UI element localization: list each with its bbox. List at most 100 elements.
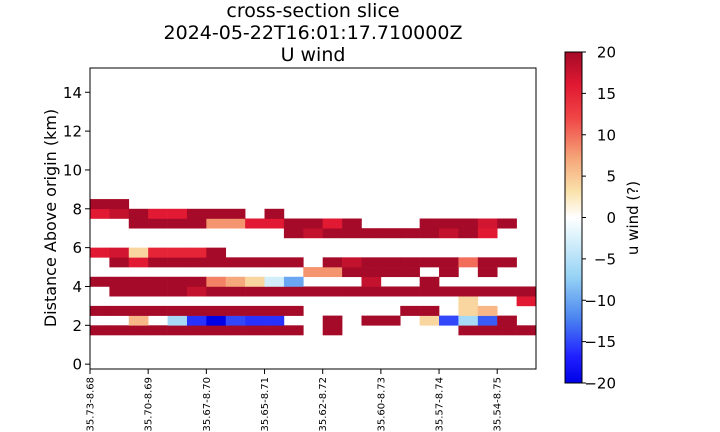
heatmap-cell <box>419 218 440 229</box>
heatmap-cell <box>264 257 285 268</box>
heatmap-cell <box>497 325 517 336</box>
heatmap-cell <box>342 267 362 278</box>
heatmap-cell <box>109 276 130 287</box>
heatmap-cell <box>90 325 110 336</box>
heatmap-cell <box>419 286 440 297</box>
heatmap-cell <box>264 325 285 336</box>
colorbar-tick-label: −10 <box>584 292 616 310</box>
colorbar-tick-label: 20 <box>597 44 616 62</box>
heatmap-cell <box>439 218 459 229</box>
heatmap-cell <box>206 276 227 287</box>
heatmap-cell <box>186 286 207 297</box>
y-tick-label: 8 <box>72 200 82 218</box>
heatmap-cell <box>458 296 479 307</box>
x-tick-label: 35.73-8.68 <box>86 377 97 432</box>
heatmap-cell <box>477 305 498 316</box>
y-tick-label: 4 <box>72 278 82 296</box>
heatmap-cell <box>264 286 285 297</box>
heatmap-cell <box>167 286 188 297</box>
heatmap-cell <box>536 296 556 306</box>
heatmap-cell <box>148 257 168 268</box>
heatmap-cell <box>148 286 168 297</box>
heatmap-cell <box>225 286 246 297</box>
heatmap-cell <box>303 228 323 239</box>
heatmap-cell <box>361 286 382 297</box>
heatmap-cell <box>322 267 343 278</box>
colorbar-tick-label: 0 <box>606 209 616 227</box>
heatmap-cell <box>225 218 246 229</box>
heatmap-cell <box>206 208 227 219</box>
chart-title-line-2: 2024-05-22T16:01:17.710000Z <box>163 22 463 44</box>
heatmap-cell <box>128 257 149 268</box>
heatmap-cell <box>186 305 207 316</box>
heatmap-cell <box>225 257 246 268</box>
heatmap-cell <box>497 315 517 326</box>
heatmap-cell <box>497 218 517 229</box>
heatmap-cell <box>148 325 168 336</box>
colorbar-tick-label: −15 <box>584 333 616 351</box>
heatmap-cell <box>439 315 459 326</box>
colorbar-ticks: −20 −15 −10 −5 0 5 10 15 20 <box>582 44 616 393</box>
heatmap-cell <box>342 257 362 268</box>
heatmap-cell <box>264 208 285 219</box>
heatmap-cell <box>128 276 149 287</box>
colorbar-gradient <box>564 51 583 384</box>
heatmap-cell <box>458 305 479 316</box>
heatmap-cell <box>167 315 188 326</box>
heatmap-cell <box>303 286 323 297</box>
heatmap-cell <box>167 257 188 268</box>
heatmap-cell <box>245 305 265 316</box>
colorbar-tick-label: 10 <box>597 126 616 144</box>
heatmap-cell <box>186 257 207 268</box>
heatmap-cell <box>264 305 285 316</box>
x-axis: 35.73-8.68 35.70-8.69 35.67-8.70 35.65-8.71… <box>86 369 504 432</box>
x-tick-label: 35.70-8.69 <box>144 377 155 432</box>
heatmap-cell <box>245 325 265 336</box>
colorbar-tick-label: 5 <box>606 168 616 186</box>
heatmap-cell <box>148 247 168 258</box>
heatmap-cell <box>361 257 382 268</box>
heatmap-cell <box>322 325 343 336</box>
colorbar-tick-label: 15 <box>597 85 616 103</box>
colorbar-tick-label: −20 <box>584 375 616 393</box>
heatmap-cell <box>458 218 479 229</box>
heatmap-cell <box>264 276 285 287</box>
x-tick-label: 35.57-8.74 <box>435 377 446 432</box>
heatmap-cell <box>245 218 265 229</box>
heatmap-cell <box>90 247 110 258</box>
heatmap-cell <box>186 218 207 229</box>
heatmap-cell <box>186 247 207 258</box>
heatmap-cell <box>167 305 188 316</box>
heatmap-cell <box>109 305 130 316</box>
heatmap-cell <box>516 296 536 307</box>
heatmap-cell <box>225 276 246 287</box>
heatmap-cell <box>148 208 168 219</box>
heatmap-cell <box>477 267 498 278</box>
heatmap-cell <box>400 305 420 316</box>
heatmap-cell <box>458 315 479 326</box>
x-tick-label: 35.67-8.70 <box>202 377 213 432</box>
heatmap-cell <box>283 325 304 336</box>
colorbar: −20 −15 −10 −5 0 5 10 15 20 u wind (?) <box>564 44 642 393</box>
heatmap-cell <box>380 228 401 239</box>
heatmap-cell <box>167 218 188 229</box>
heatmap-cell <box>439 228 459 239</box>
heatmap-cell <box>361 267 382 278</box>
heatmap-cell <box>419 276 440 287</box>
heatmap-cell <box>419 315 440 326</box>
heatmap-cell <box>186 276 207 287</box>
heatmap-cell <box>283 228 304 239</box>
heatmap-cell <box>536 286 556 296</box>
heatmap-cell <box>477 286 498 297</box>
heatmap-cell <box>283 276 304 287</box>
heatmap-cell <box>128 286 149 297</box>
heatmap-cell <box>458 257 479 268</box>
heatmap-cell <box>206 305 227 316</box>
heatmap-cell <box>283 257 304 268</box>
heatmap-cell <box>206 257 227 268</box>
heatmap-cell <box>206 218 227 229</box>
heatmap-cell <box>206 325 227 336</box>
heatmap-cell <box>245 276 265 287</box>
heatmap-cell <box>458 286 479 297</box>
